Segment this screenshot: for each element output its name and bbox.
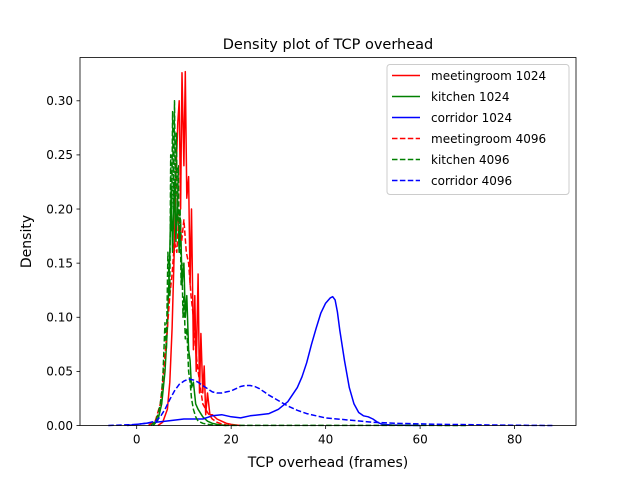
chart-title: Density plot of TCP overhead bbox=[223, 37, 433, 53]
legend-label-corridor-1024: corridor 1024 bbox=[431, 111, 512, 125]
legend-label-kitchen-1024: kitchen 1024 bbox=[431, 90, 510, 104]
y-tick-label: 0.05 bbox=[46, 365, 73, 379]
legend-label-kitchen-4096: kitchen 4096 bbox=[431, 153, 510, 167]
y-tick-label: 0.10 bbox=[46, 311, 73, 325]
y-tick-label: 0.20 bbox=[46, 202, 73, 216]
legend: meetingroom 1024 kitchen 1024 corridor 102… bbox=[386, 64, 570, 195]
x-tick-label: 40 bbox=[318, 433, 333, 447]
y-axis-label: Density bbox=[19, 215, 35, 268]
legend-label-meetingroom-4096: meetingroom 4096 bbox=[431, 132, 546, 146]
legend-box bbox=[386, 64, 570, 195]
legend-label-corridor-4096: corridor 4096 bbox=[431, 174, 512, 188]
x-tick-label: 80 bbox=[507, 433, 522, 447]
series-line-corridor-1024 bbox=[127, 295, 421, 427]
y-tick-label: 0.30 bbox=[46, 94, 73, 108]
x-tick-label: 60 bbox=[412, 433, 427, 447]
x-axis-label: TCP overhead (frames) bbox=[247, 455, 409, 471]
x-tick-label: 0 bbox=[133, 433, 141, 447]
y-tick-label: 0.15 bbox=[46, 256, 73, 270]
series-line-meetingroom-4096 bbox=[148, 208, 232, 427]
legend-label-meetingroom-1024: meetingroom 1024 bbox=[431, 69, 546, 83]
axis-ticks: 0 20 40 60 80 0.00 0.05 0.10 0.15 0.20 0.25 0.30 bbox=[46, 94, 522, 446]
y-tick-label: 0.00 bbox=[46, 419, 73, 433]
plot-frame bbox=[79, 57, 577, 426]
series-line-corridor-4096 bbox=[108, 378, 553, 427]
x-tick-label: 20 bbox=[224, 433, 239, 447]
y-tick-label: 0.25 bbox=[46, 148, 73, 162]
